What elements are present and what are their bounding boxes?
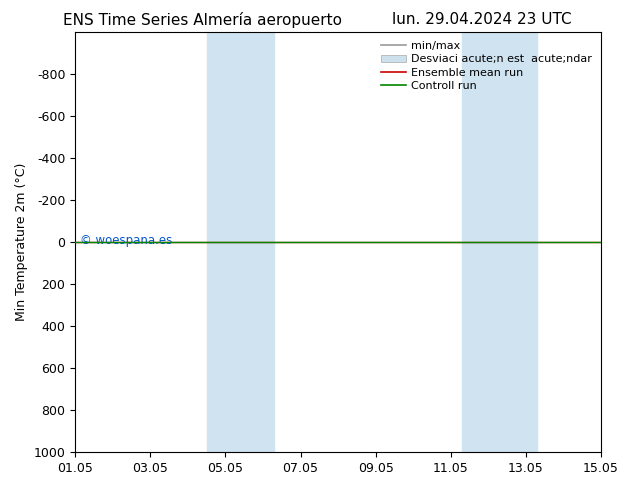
Text: © woespana.es: © woespana.es (81, 234, 172, 246)
Bar (207, 32, 275, 452)
Text: ENS Time Series Almería aeropuerto: ENS Time Series Almería aeropuerto (63, 12, 342, 28)
Text: lun. 29.04.2024 23 UTC: lun. 29.04.2024 23 UTC (392, 12, 572, 27)
Bar (462, 32, 537, 452)
Legend: min/max, Desviaci acute;n est  acute;ndar, Ensemble mean run, Controll run: min/max, Desviaci acute;n est acute;ndar… (378, 38, 595, 95)
Y-axis label: Min Temperature 2m (°C): Min Temperature 2m (°C) (15, 163, 28, 321)
